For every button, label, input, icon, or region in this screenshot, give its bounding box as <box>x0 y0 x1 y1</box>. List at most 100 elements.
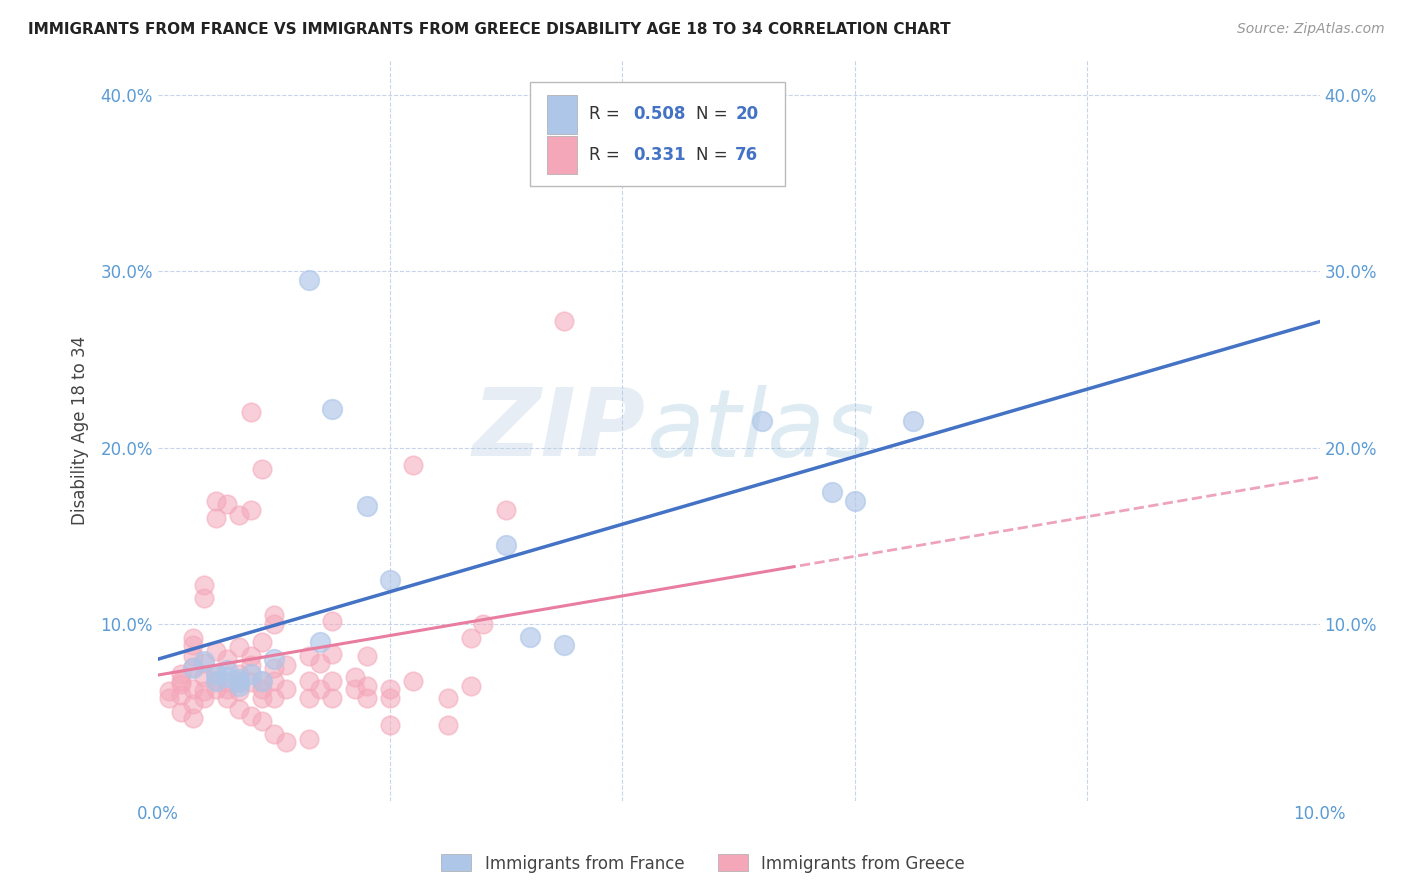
Point <box>298 273 321 287</box>
Point <box>204 666 226 681</box>
Point <box>402 458 425 473</box>
Point <box>228 672 250 686</box>
Point <box>170 688 193 702</box>
Point <box>204 493 226 508</box>
Point <box>437 718 460 732</box>
Point <box>263 726 285 740</box>
Text: R =: R = <box>589 146 630 164</box>
Point <box>344 682 367 697</box>
Point <box>901 414 924 428</box>
Point <box>181 659 204 673</box>
Y-axis label: Disability Age 18 to 34: Disability Age 18 to 34 <box>72 335 89 524</box>
Text: 0.508: 0.508 <box>633 105 685 123</box>
Point <box>193 656 215 670</box>
Point <box>274 735 297 749</box>
Point <box>252 682 274 697</box>
Point <box>204 666 226 681</box>
Point <box>495 538 517 552</box>
Point <box>217 663 239 677</box>
Point <box>437 691 460 706</box>
Point <box>344 670 367 684</box>
Text: 76: 76 <box>735 146 758 164</box>
Point <box>553 638 575 652</box>
Point <box>239 709 262 723</box>
Point <box>378 682 401 697</box>
Point <box>402 673 425 688</box>
Point <box>274 682 297 697</box>
Text: 20: 20 <box>735 105 758 123</box>
Point <box>321 614 343 628</box>
Point <box>193 684 215 698</box>
Point <box>204 643 226 657</box>
Point <box>193 591 215 605</box>
Point <box>356 499 378 513</box>
Point <box>239 502 262 516</box>
Point <box>263 608 285 623</box>
Point <box>298 648 321 663</box>
FancyBboxPatch shape <box>547 136 576 174</box>
Point <box>239 666 262 681</box>
Text: N =: N = <box>696 146 727 164</box>
Point <box>252 462 274 476</box>
Point <box>204 673 226 688</box>
Point <box>239 648 262 663</box>
Point <box>239 675 262 690</box>
Point <box>228 508 250 522</box>
Point <box>519 630 541 644</box>
FancyBboxPatch shape <box>530 82 785 186</box>
Point <box>170 706 193 720</box>
Point <box>378 573 401 587</box>
Legend: Immigrants from France, Immigrants from Greece: Immigrants from France, Immigrants from … <box>434 847 972 880</box>
Point <box>181 697 204 711</box>
Point <box>228 675 250 690</box>
Point <box>228 684 250 698</box>
Text: 0.331: 0.331 <box>633 146 686 164</box>
Point <box>751 414 773 428</box>
Point <box>239 657 262 672</box>
Point <box>228 679 250 693</box>
Point <box>217 497 239 511</box>
Point <box>298 691 321 706</box>
Point <box>309 682 332 697</box>
Point <box>217 652 239 666</box>
Point <box>204 673 226 688</box>
Point <box>378 691 401 706</box>
Point <box>309 635 332 649</box>
Point <box>321 647 343 661</box>
Point <box>193 691 215 706</box>
Point <box>204 682 226 697</box>
Text: atlas: atlas <box>645 384 875 475</box>
Point <box>217 675 239 690</box>
Point <box>252 714 274 729</box>
Point <box>274 657 297 672</box>
Point <box>181 711 204 725</box>
Point <box>298 673 321 688</box>
Point <box>228 666 250 681</box>
Point <box>309 656 332 670</box>
Point <box>181 632 204 646</box>
Text: IMMIGRANTS FROM FRANCE VS IMMIGRANTS FROM GREECE DISABILITY AGE 18 TO 34 CORRELA: IMMIGRANTS FROM FRANCE VS IMMIGRANTS FRO… <box>28 22 950 37</box>
Point <box>356 691 378 706</box>
Point <box>193 670 215 684</box>
Point <box>252 691 274 706</box>
Point <box>170 677 193 691</box>
Point <box>263 691 285 706</box>
Point <box>157 691 180 706</box>
Point <box>460 632 482 646</box>
Point <box>239 405 262 419</box>
Point <box>378 718 401 732</box>
Point <box>844 493 866 508</box>
Point <box>217 670 239 684</box>
Point <box>263 661 285 675</box>
Point <box>228 675 250 690</box>
Point <box>321 691 343 706</box>
Point <box>204 511 226 525</box>
Point <box>252 673 274 688</box>
Text: R =: R = <box>589 105 624 123</box>
Point <box>321 673 343 688</box>
Point <box>356 679 378 693</box>
Point <box>820 484 842 499</box>
Point <box>553 314 575 328</box>
Point <box>460 679 482 693</box>
Point <box>193 654 215 668</box>
